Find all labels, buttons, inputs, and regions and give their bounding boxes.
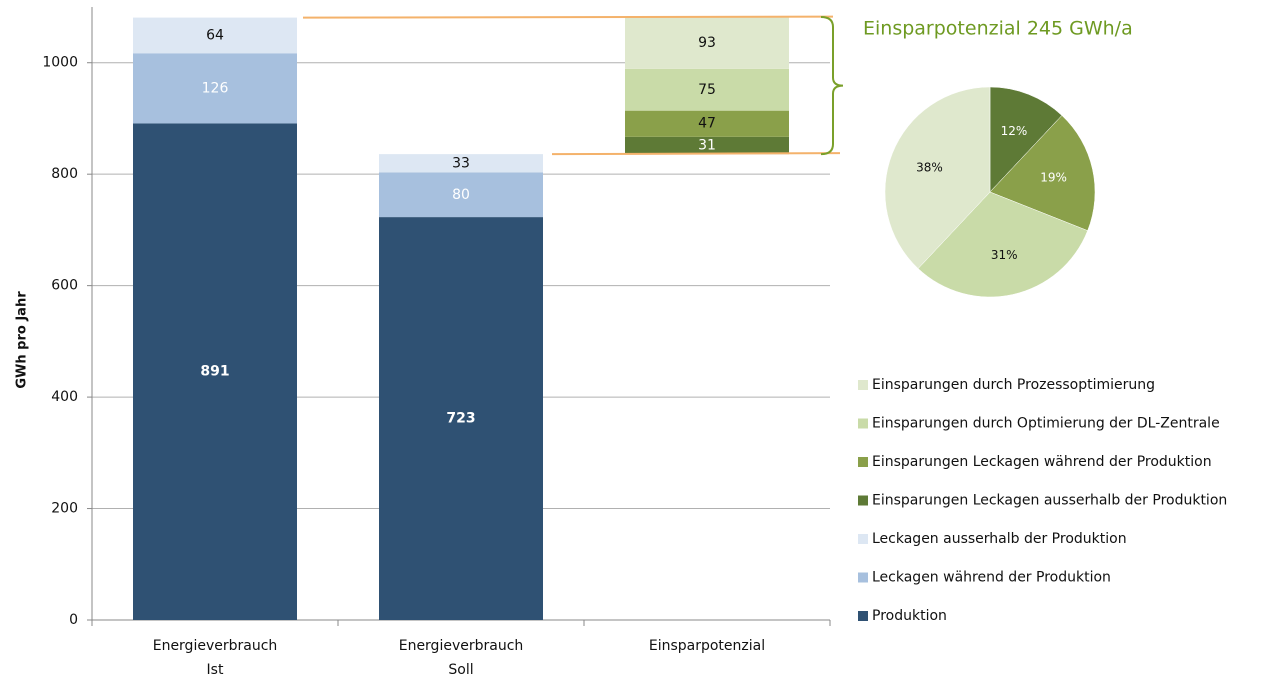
pie-label: 12% (1001, 124, 1028, 138)
pie-label: 19% (1040, 170, 1067, 184)
legend-label: Einsparungen Leckagen ausserhalb der Pro… (872, 493, 1227, 509)
y-tick-label: 400 (51, 389, 78, 405)
legend-swatch (858, 572, 868, 583)
x-tick-line: Ist (207, 662, 224, 678)
legend-label: Einsparungen Leckagen während der Produk… (872, 454, 1212, 470)
y-tick-label: 200 (51, 501, 78, 517)
bar-segment (133, 17, 297, 54)
pie-label: 38% (916, 161, 943, 175)
data-label: 126 (202, 80, 229, 96)
y-tick-label: 0 (69, 612, 78, 628)
y-tick-label: 600 (51, 278, 78, 294)
bar-segment (379, 154, 543, 173)
legend-swatch (858, 418, 868, 429)
bar-segment (625, 110, 789, 137)
y-axis-label: GWh pro Jahr (15, 291, 30, 389)
legend-swatch (858, 534, 868, 544)
x-tick-label: Energieverbrauch Soll (399, 638, 524, 678)
annotation: Einsparpotenzial 245 GWh/a (863, 18, 1133, 40)
data-label: 75 (698, 82, 716, 98)
bar-segment (379, 217, 543, 621)
connector (302, 15, 834, 19)
y-tick-label: 1000 (42, 55, 78, 71)
data-label: 64 (206, 27, 224, 43)
bar-segment (133, 53, 297, 124)
legend-swatch (858, 611, 868, 621)
bar-segment (133, 123, 297, 620)
data-label: 723 (446, 411, 475, 427)
legend-label: Einsparungen durch Prozessoptimierung (872, 377, 1155, 393)
legend-label: Leckagen während der Produktion (872, 570, 1111, 586)
data-label: 31 (698, 137, 716, 153)
data-label: 80 (452, 187, 470, 203)
x-tick-label: Einsparpotenzial (649, 638, 765, 654)
data-label: 47 (698, 116, 716, 132)
x-tick-line: Energieverbrauch (399, 638, 524, 654)
brace (820, 16, 844, 156)
bar-segment (625, 136, 789, 155)
pie-slice (884, 86, 991, 269)
legend-label: Leckagen ausserhalb der Produktion (872, 531, 1127, 547)
x-tick-line: Soll (448, 662, 473, 678)
legend-label: Produktion (872, 608, 947, 624)
legend-label: Einsparungen durch Optimierung der DL-Ze… (872, 416, 1220, 432)
bar-segment (379, 172, 543, 218)
legend-swatch (858, 495, 868, 506)
legend-swatch (858, 457, 868, 467)
y-tick-label: 800 (51, 166, 78, 182)
data-label: 891 (200, 364, 229, 380)
bar-segment (625, 17, 789, 69)
pie-slice (917, 191, 1088, 298)
connector (551, 152, 841, 156)
pie-slice (989, 86, 1063, 193)
data-label: 93 (698, 35, 716, 51)
pie-slice (989, 115, 1096, 231)
pie-label: 31% (991, 248, 1018, 262)
bar-segment (625, 68, 789, 111)
x-tick-line: Energieverbrauch (153, 638, 278, 654)
legend-swatch (858, 380, 868, 390)
data-label: 33 (452, 155, 470, 171)
x-tick-label: Energieverbrauch Ist (153, 638, 278, 678)
